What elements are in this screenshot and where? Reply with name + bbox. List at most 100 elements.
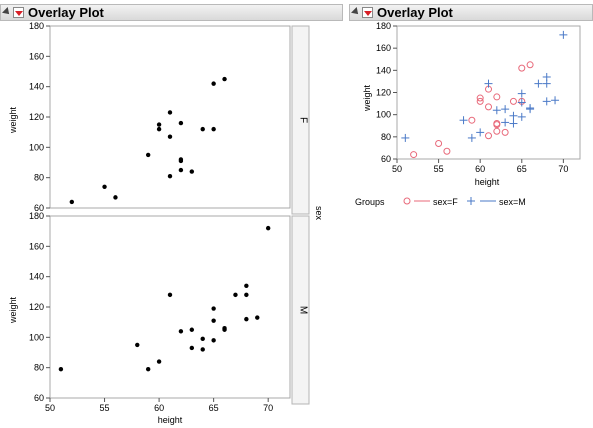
y-tick-label: 60 [381,154,391,164]
x-tick-label: 55 [434,164,444,174]
data-point-m [135,342,140,348]
data-point-female [435,139,443,147]
data-point-male [401,133,410,142]
x-tick-label: 65 [517,164,527,174]
legend-plus-marker-icon[interactable] [467,197,475,205]
group-strip-f-label: F [298,117,309,123]
left-plot-svg: 60 80 100 120 140 160 180 60 80 100 120 140 160 180 5… [8,21,324,425]
data-point-m [178,329,184,334]
data-point-male [559,30,568,39]
data-point-f [178,167,184,173]
legend-label-f[interactable]: sex=F [433,197,458,207]
x-tick-label: 50 [392,164,402,174]
data-point-male [542,97,551,106]
data-point-male [517,89,526,98]
data-point-m [255,315,260,320]
legend-label-m[interactable]: sex=M [499,197,526,207]
data-point-f [167,134,173,139]
panel-f[interactable]: 60 80 100 120 140 160 180 [29,21,291,213]
y-tick-label: 100 [29,142,44,152]
data-point-female [476,94,484,102]
data-point-f [189,169,195,174]
red-triangle-menu-icon[interactable] [362,7,373,18]
right-report-title: Overlay Plot [377,5,453,20]
y-tick-label: 160 [29,51,44,61]
left-report-title: Overlay Plot [28,5,104,20]
data-point-male [509,119,518,128]
right-x-axis-label: height [475,177,500,187]
data-point-m [211,338,216,343]
data-point-m [233,292,238,298]
y-tick-label: 140 [29,272,44,282]
left-y-axis-label-m: weight [8,296,18,324]
data-point-male [509,111,518,120]
data-point-male [492,106,501,115]
y-tick-label: 100 [376,110,391,120]
data-point-f [156,122,162,127]
overlay-panel[interactable]: 60 80 100 120 140 160 180 50 55 60 65 70 [376,21,581,174]
data-point-m [156,359,162,364]
data-point-m [211,318,216,323]
data-point-female [476,97,484,105]
y-tick-label: 180 [29,21,44,31]
data-point-m [145,366,151,372]
data-point-female [509,97,517,105]
y-tick-label: 160 [29,241,44,251]
right-overlay-report: Overlay Plot 60 80 100 120 140 160 180 50 55 60 65… [349,4,593,214]
x-tick-label: 65 [209,403,219,413]
data-point-female [493,93,501,101]
data-point-f [211,126,216,132]
group-strip-f[interactable] [291,25,310,215]
red-triangle-menu-icon[interactable] [13,7,24,18]
data-point-f [178,158,184,164]
y-tick-label: 160 [376,43,391,53]
left-report-header[interactable]: Overlay Plot [0,4,343,21]
data-point-m [189,327,195,332]
data-point-male [534,79,543,88]
data-point-m [244,316,249,322]
data-point-female [526,61,534,69]
data-point-male [476,128,485,137]
x-tick-label: 70 [558,164,568,174]
right-plot-svg: 60 80 100 120 140 160 180 50 55 60 65 70 height wei… [355,21,581,207]
data-point-male [551,96,560,105]
panel-m[interactable]: 60 80 100 120 140 160 180 50 55 60 65 70 [29,211,291,413]
data-point-female [518,64,526,72]
y-tick-label: 120 [29,302,44,312]
data-point-female [493,121,501,129]
data-point-male [526,105,535,114]
data-point-male [467,133,476,142]
x-tick-label: 70 [263,403,273,413]
group-strip-m[interactable] [291,215,310,405]
right-y-axis-label: weight [362,84,372,112]
data-point-female [468,116,476,124]
y-tick-label: 180 [29,211,44,221]
data-point-f [211,81,216,86]
x-tick-label: 60 [154,403,164,413]
x-tick-label: 60 [475,164,485,174]
y-tick-label: 60 [34,203,44,213]
data-point-female [485,132,492,140]
data-point-f [222,76,227,82]
legend-circle-marker-icon[interactable] [403,197,411,205]
y-tick-label: 140 [376,65,391,75]
y-tick-label: 120 [376,88,391,98]
data-point-m [200,336,205,342]
data-point-male [501,105,510,114]
data-point-m [244,292,249,298]
y-tick-label: 80 [381,132,391,142]
data-point-male [517,98,526,107]
data-point-female [443,147,451,155]
data-point-female [501,128,509,136]
data-point-m [265,225,271,231]
y-tick-label: 80 [34,363,44,373]
data-point-m [58,366,64,372]
data-point-female [410,151,418,159]
legend: Groups sex=F sex=M [355,197,526,207]
data-point-m [167,292,173,298]
data-point-m [189,345,195,351]
right-report-header[interactable]: Overlay Plot [349,4,593,21]
data-point-male [484,79,493,88]
y-tick-label: 60 [34,393,44,403]
y-tick-label: 100 [29,332,44,342]
